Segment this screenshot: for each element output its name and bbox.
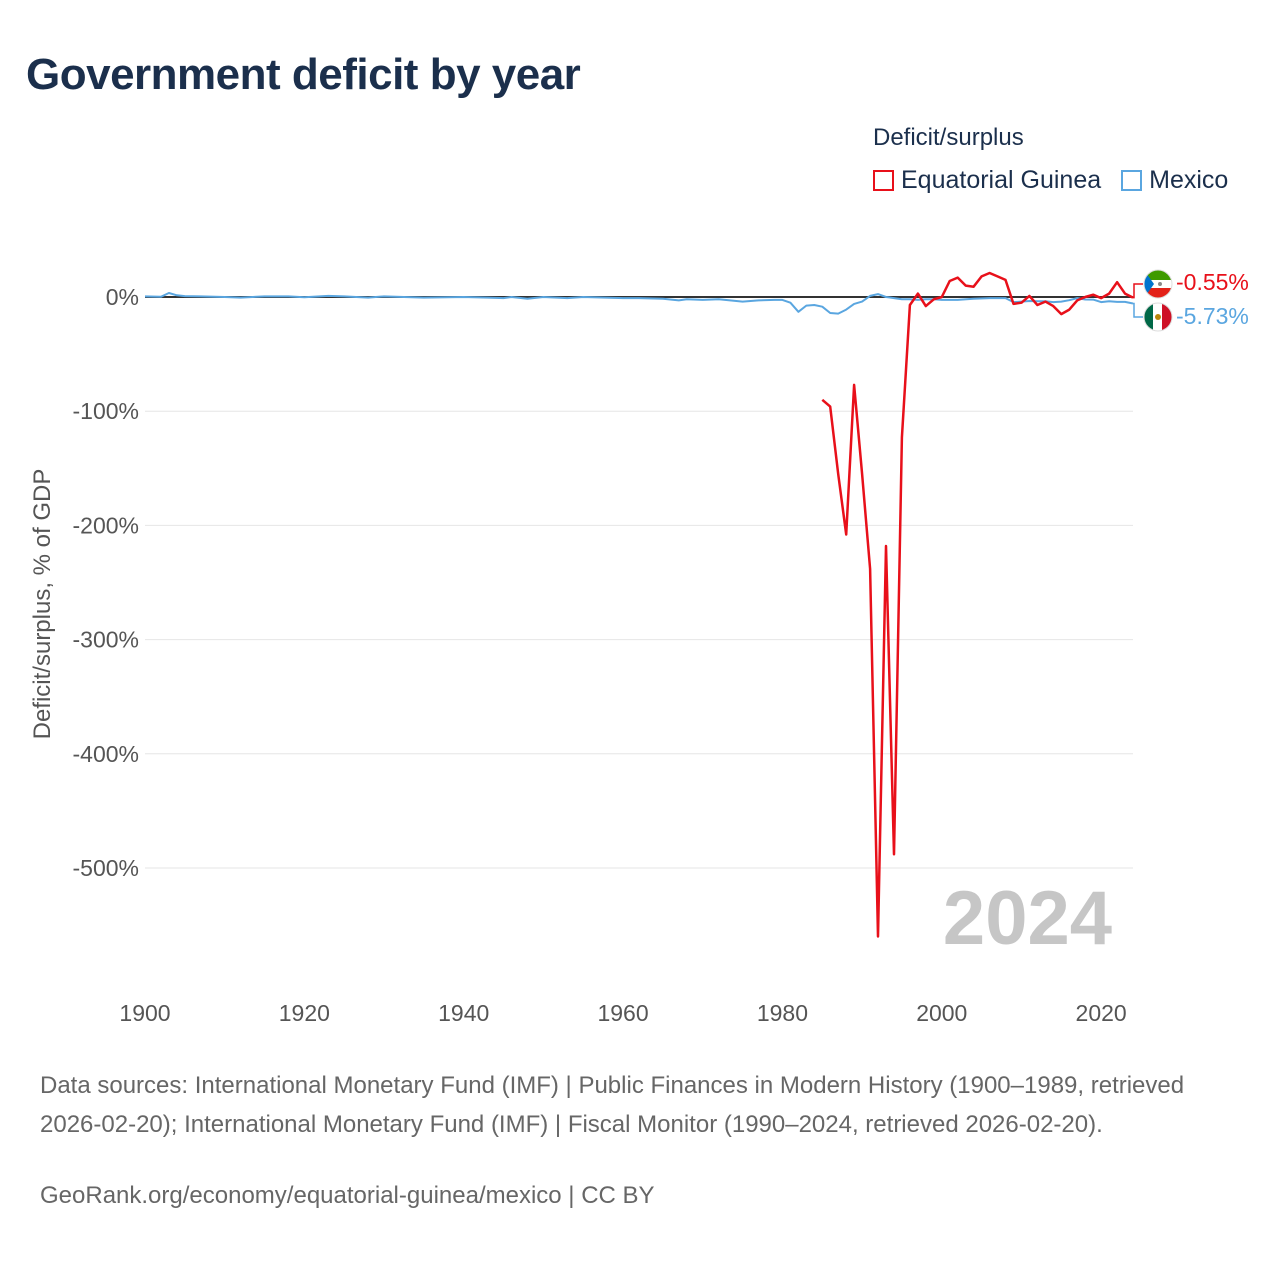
series-line-equatorial-guinea[interactable] [821,271,1134,938]
x-tick-labels: 1900 1920 1940 1960 1980 2000 2020 [119,1000,1126,1026]
y-tick-label: 0% [106,284,139,310]
series-lines [144,271,1134,938]
y-tick-labels: 0% -100% -200% -300% -400% -500% [73,284,139,881]
legend: Equatorial Guinea Mexico [873,166,1248,195]
end-label-equatorial-guinea: -0.55% [1176,269,1249,295]
x-tick-label: 1900 [119,1000,170,1026]
line-chart: 2024 0% -100% -200% -300% -400% -500% 1900 192… [29,269,1249,1026]
x-tick-label: 1980 [757,1000,808,1026]
y-axis-label: Deficit/surplus, % of GDP [29,469,56,740]
year-watermark: 2024 [943,876,1112,961]
data-source-note: Data sources: International Monetary Fun… [40,1072,1185,1138]
legend-swatch-mexico [1121,170,1143,191]
flag-mexico-icon [1143,302,1173,332]
end-connector-equatorial-guinea [1133,283,1143,299]
x-tick-label: 2000 [916,1000,967,1026]
x-tick-label: 2020 [1076,1000,1127,1026]
y-tick-label: -100% [73,398,139,424]
x-tick-label: 1940 [438,1000,489,1026]
x-tick-label: 1960 [597,1000,648,1026]
end-connector-mexico [1133,302,1143,318]
y-tick-label: -400% [73,741,139,767]
chart-title: Government deficit by year [26,50,581,99]
legend-item-mexico[interactable]: Mexico [1121,166,1228,195]
x-tick-label: 1920 [279,1000,330,1026]
legend-item-equatorial-guinea[interactable]: Equatorial Guinea [873,166,1101,195]
legend-label-equatorial-guinea: Equatorial Guinea [901,166,1102,194]
y-tick-label: -500% [73,855,139,881]
legend-title: Deficit/surplus [873,124,1024,151]
credit-line[interactable]: GeoRank.org/economy/equatorial-guinea/me… [40,1182,655,1209]
y-tick-label: -200% [73,512,139,538]
end-label-mexico: -5.73% [1176,303,1249,329]
flag-equatorial-guinea-icon [1143,269,1173,299]
legend-label-mexico: Mexico [1149,166,1229,194]
y-tick-label: -300% [73,627,139,653]
end-connectors [1133,283,1143,318]
grid-lines [145,410,1133,869]
legend-swatch-equatorial-guinea [873,170,894,191]
